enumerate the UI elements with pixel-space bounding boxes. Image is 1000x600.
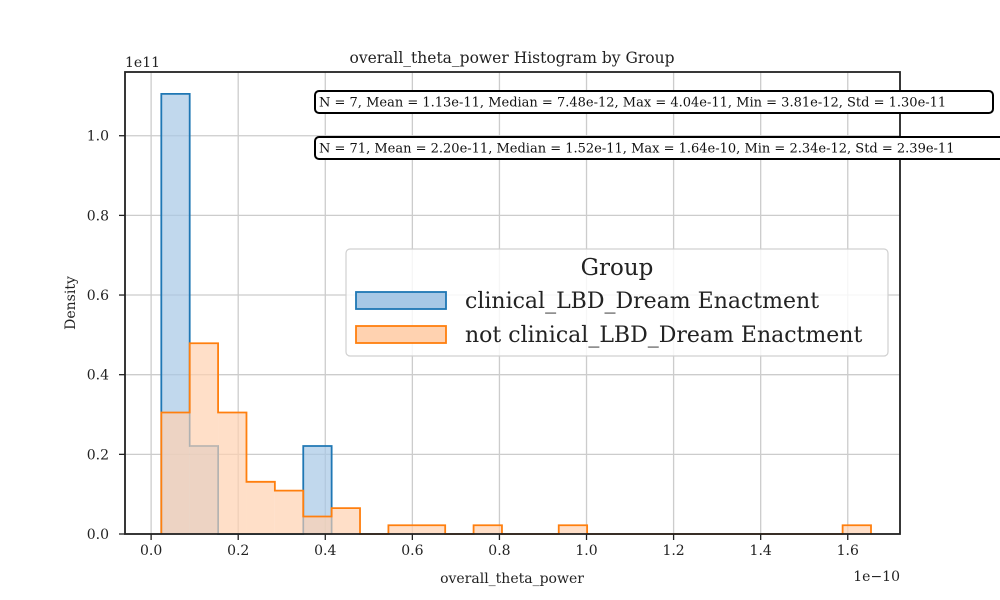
x-tick-label: 0.4 — [314, 543, 336, 559]
y-tick-label: 0.4 — [87, 368, 109, 384]
legend: Group clinical_LBD_Dream Enactment not c… — [345, 248, 889, 357]
stats-text-not-clinical: N = 71, Mean = 2.20e-11, Median = 1.52e-… — [319, 142, 954, 157]
bar-not-clinical — [558, 525, 588, 534]
x-tick-label: 1.4 — [750, 543, 772, 559]
x-axis-label: overall_theta_power — [440, 571, 584, 587]
bar-not-clinical — [388, 525, 446, 534]
legend-title: Group — [581, 255, 654, 281]
bar-not-clinical — [246, 481, 275, 534]
legend-label-clinical: clinical_LBD_Dream Enactment — [465, 289, 819, 314]
bar-not-clinical — [331, 508, 361, 534]
y-tick-label: 0.6 — [87, 288, 109, 304]
histogram-bars — [160, 93, 872, 535]
stats-box-clinical: N = 7, Mean = 1.13e-11, Median = 7.48e-1… — [314, 90, 994, 114]
x-axis-offset-label: 1e−10 — [853, 569, 900, 585]
axis-ticks: 0.0 0.2 0.4 0.6 0.8 1.0 1.2 1.4 1.6 0.0 0.2 0.4 0.6 0… — [87, 129, 859, 559]
legend-label-not-clinical: not clinical_LBD_Dream Enactment — [465, 323, 862, 348]
x-tick-label: 1.0 — [575, 543, 597, 559]
stats-box-clinical-border — [314, 90, 994, 114]
y-tick-label: 1.0 — [87, 129, 109, 145]
bar-not-clinical — [473, 525, 502, 534]
bar-not-clinical — [274, 490, 304, 534]
stats-text-clinical: N = 7, Mean = 1.13e-11, Median = 7.48e-1… — [319, 96, 946, 111]
y-tick-label: 0.0 — [87, 527, 109, 543]
bar-not-clinical — [218, 412, 247, 534]
bar-not-clinical — [303, 516, 332, 534]
legend-swatch-not-clinical — [355, 325, 447, 344]
y-tick-label: 0.2 — [87, 447, 109, 463]
bar-not-clinical — [161, 412, 190, 534]
x-tick-label: 1.2 — [662, 543, 684, 559]
bar-not-clinical — [842, 525, 872, 534]
x-tick-label: 0.6 — [401, 543, 423, 559]
x-tick-label: 1.6 — [837, 543, 859, 559]
y-axis-offset-label: 1e11 — [125, 55, 160, 71]
x-tick-label: 0.8 — [488, 543, 510, 559]
plot-frame — [124, 71, 901, 535]
y-tick-label: 0.8 — [87, 208, 109, 224]
x-tick-label: 0.0 — [140, 543, 162, 559]
stats-box-not-clinical-border — [314, 136, 1000, 160]
bar-not-clinical — [189, 343, 219, 534]
chart-title: overall_theta_power Histogram by Group — [349, 49, 674, 67]
x-tick-label: 0.2 — [227, 543, 249, 559]
legend-swatch-clinical — [355, 291, 447, 310]
legend-frame — [345, 248, 889, 357]
y-axis-label: Density — [63, 276, 79, 330]
stats-box-not-clinical: N = 71, Mean = 2.20e-11, Median = 1.52e-… — [314, 136, 1000, 160]
